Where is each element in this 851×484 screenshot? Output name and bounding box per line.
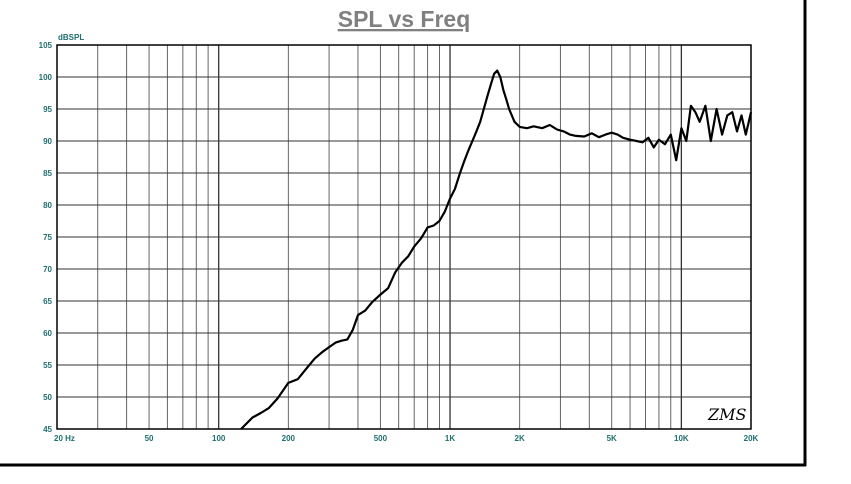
series-group: [240, 69, 753, 430]
x-tick-labels: 20 Hz 50 100 200 500 1K 2K 5K 10K 20K: [54, 434, 759, 443]
y-tick-label: 70: [43, 265, 52, 274]
x-tick-label: 50: [145, 434, 154, 443]
x-tick-label: 1K: [445, 434, 455, 443]
y-tick-label: 105: [39, 41, 53, 50]
y-tick-label: 55: [43, 361, 52, 370]
x-tick-label: 2K: [515, 434, 525, 443]
x-tick-label: 20K: [744, 434, 759, 443]
plot-border: [56, 44, 752, 430]
y-tick-label: 60: [43, 329, 52, 338]
y-tick-label: 75: [43, 233, 52, 242]
x-tick-label: 200: [282, 434, 296, 443]
y-tick-label: 50: [43, 393, 52, 402]
y-tick-label: 80: [43, 201, 52, 210]
y-tick-labels: 45 50 55 60 65 70 75 80 85 90 95 100 105: [39, 41, 53, 434]
spl-curve: [240, 69, 753, 430]
x-tick-label: 5K: [607, 434, 617, 443]
x-tick-label: 100: [212, 434, 226, 443]
signature-logo: ZMS: [707, 405, 747, 424]
y-tick-label: 95: [43, 105, 52, 114]
y-tick-label: 45: [43, 425, 52, 434]
y-tick-label: 100: [39, 73, 53, 82]
x-tick-label: 20 Hz: [54, 434, 75, 443]
y-tick-label: 65: [43, 297, 52, 306]
x-tick-label: 500: [374, 434, 388, 443]
y-tick-label: 90: [43, 137, 52, 146]
y-axis-unit-label: dBSPL: [58, 33, 84, 42]
chart-title: SPL vs Freq: [338, 6, 471, 32]
y-tick-label: 85: [43, 169, 52, 178]
x-tick-label: 10K: [674, 434, 689, 443]
